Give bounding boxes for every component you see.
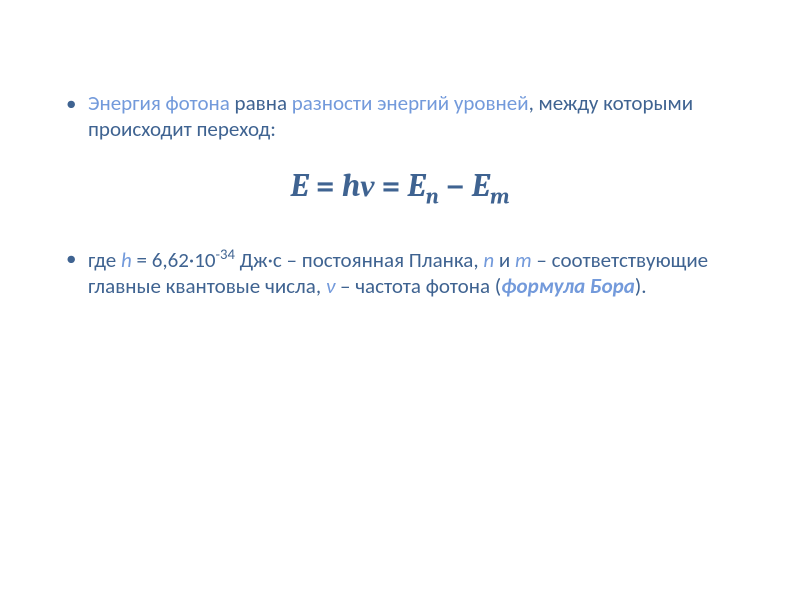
b2-exp: -34 bbox=[216, 245, 235, 263]
formula-En: E bbox=[408, 167, 426, 204]
b2-nu: ν bbox=[326, 273, 335, 299]
bullet-2: где h = 6,62·10-34 Дж·с – постоянная Пла… bbox=[60, 245, 740, 300]
b2-p3: Дж·с – постоянная Планка, bbox=[235, 247, 483, 273]
formula-Em: E bbox=[472, 167, 490, 204]
formula-h: h bbox=[342, 167, 361, 204]
b2-p2: = 6,62·10 bbox=[132, 247, 216, 273]
formula-n: n bbox=[426, 183, 439, 209]
b2-n: n bbox=[483, 247, 494, 273]
bullet-list: Энергия фотона равна разности энергий ур… bbox=[60, 90, 740, 299]
formula-m: m bbox=[490, 183, 509, 209]
formula-minus: − bbox=[439, 167, 472, 204]
b2-p4: и bbox=[494, 247, 515, 273]
formula-eq1: = bbox=[309, 167, 342, 204]
bohr-formula: E = hν = En − Em bbox=[291, 167, 510, 204]
bullet1-part2: равна bbox=[230, 90, 292, 116]
b2-bohr: формула Бора bbox=[501, 273, 635, 299]
formula-eq2: = bbox=[374, 167, 407, 204]
formula-nu: ν bbox=[360, 167, 374, 204]
formula-item: E = hν = En − Em bbox=[60, 167, 740, 209]
b2-m: m bbox=[515, 247, 532, 273]
bullet1-part1: Энергия фотона bbox=[88, 90, 230, 116]
formula-block: E = hν = En − Em bbox=[60, 167, 740, 209]
b2-h: h bbox=[121, 247, 132, 273]
slide: Энергия фотона равна разности энергий ур… bbox=[0, 0, 800, 600]
b2-p6: – частота фотона ( bbox=[335, 273, 501, 299]
b2-p1: где bbox=[88, 247, 121, 273]
bullet1-part3: разности энергий уровней bbox=[292, 90, 529, 116]
b2-p7: ). bbox=[635, 273, 647, 299]
bullet-1: Энергия фотона равна разности энергий ур… bbox=[60, 90, 740, 143]
formula-E: E bbox=[291, 167, 309, 204]
